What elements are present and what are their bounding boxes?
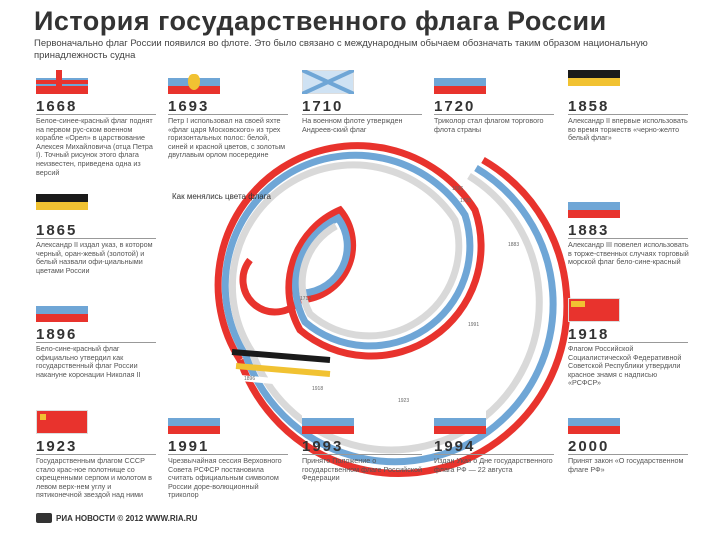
- footer-credit: РИА НОВОСТИ © 2012 WWW.RIA.RU: [36, 513, 197, 523]
- flag-1993: [302, 410, 354, 434]
- divider: [36, 454, 156, 455]
- divider: [568, 454, 688, 455]
- ria-logo-icon: [36, 513, 52, 523]
- flag-1896: [36, 298, 88, 322]
- flag-1858: [568, 70, 620, 94]
- spiral-tick: 1883: [508, 242, 519, 248]
- spiral-caption: Как менялись цвета флага: [172, 192, 271, 201]
- year-label: 1720: [434, 98, 476, 115]
- year-label: 1693: [168, 98, 210, 115]
- flag-1710: [302, 70, 354, 94]
- divider: [568, 114, 688, 115]
- flag-1994: [434, 410, 486, 434]
- year-label: 1896: [36, 326, 78, 343]
- event-text: Александр II издал указ, в котором черны…: [36, 240, 153, 275]
- year-label: 1668: [36, 98, 78, 115]
- year-label: 1918: [568, 326, 610, 343]
- spiral-tick: 1991: [468, 322, 479, 328]
- page-title: История государственного флага России: [34, 6, 607, 36]
- event-text: Александр III повелел использовать в тор…: [568, 240, 689, 267]
- year-label: 1923: [36, 438, 78, 455]
- divider: [568, 342, 688, 343]
- spiral-tick: 1712: [300, 296, 311, 302]
- spiral-tick: 1923: [398, 398, 409, 404]
- event-text: Бело-сине-красный флаг официально утверд…: [36, 344, 141, 379]
- event-text: Чрезвычайная сессия Верховного Совета РС…: [168, 456, 282, 500]
- event-text: Принят закон «О государственном флаге РФ…: [568, 456, 684, 474]
- flag-1865: [36, 194, 88, 218]
- event-text: Государственным флагом СССР стало крас-н…: [36, 456, 152, 500]
- event-text: Петр I использовал на своей яхте «флаг ц…: [168, 116, 286, 160]
- year-label: 1710: [302, 98, 344, 115]
- page-subtitle: Первоначально флаг России появился во фл…: [34, 38, 648, 61]
- spiral-tick: 1896: [244, 376, 255, 382]
- year-label: 1991: [168, 438, 210, 455]
- divider: [434, 114, 554, 115]
- divider: [568, 238, 688, 239]
- event-text: Флагом Российской Социалистической Федер…: [568, 344, 682, 388]
- flag-1720: [434, 70, 486, 94]
- flag-1918: [568, 298, 620, 322]
- flag-2000: [568, 410, 620, 434]
- spiral-tick: 1696: [452, 186, 463, 192]
- divider: [36, 114, 156, 115]
- flag-1923: [36, 410, 88, 434]
- spiral-tick: 1918: [312, 386, 323, 392]
- flag-1991: [168, 410, 220, 434]
- divider: [302, 454, 422, 455]
- divider: [168, 454, 288, 455]
- footer-text: РИА НОВОСТИ © 2012 WWW.RIA.RU: [56, 513, 198, 523]
- divider: [36, 342, 156, 343]
- event-text: На военном флоте утвержден Андреев-ский …: [302, 116, 403, 134]
- event-text: Александр II впервые использовать во вре…: [568, 116, 688, 143]
- flag-1668: [36, 70, 88, 94]
- year-label: 2000: [568, 438, 610, 455]
- year-label: 1993: [302, 438, 344, 455]
- year-label: 1883: [568, 222, 610, 239]
- flag-1693: [168, 70, 220, 94]
- year-label: 1865: [36, 222, 78, 239]
- event-text: Принято Положение о государственном флаг…: [302, 456, 423, 483]
- divider: [168, 114, 288, 115]
- divider: [302, 114, 422, 115]
- event-text: Триколор стал флагом торгового флота стр…: [434, 116, 544, 134]
- event-text: Белое-синее-красный флаг поднят на перво…: [36, 116, 153, 177]
- year-label: 1858: [568, 98, 610, 115]
- spiral-tick: 1705: [460, 198, 471, 204]
- divider: [36, 238, 156, 239]
- divider: [434, 454, 554, 455]
- flag-1883: [568, 194, 620, 218]
- event-text: Издан Указ о Дне государственного флага …: [434, 456, 553, 474]
- year-label: 1994: [434, 438, 476, 455]
